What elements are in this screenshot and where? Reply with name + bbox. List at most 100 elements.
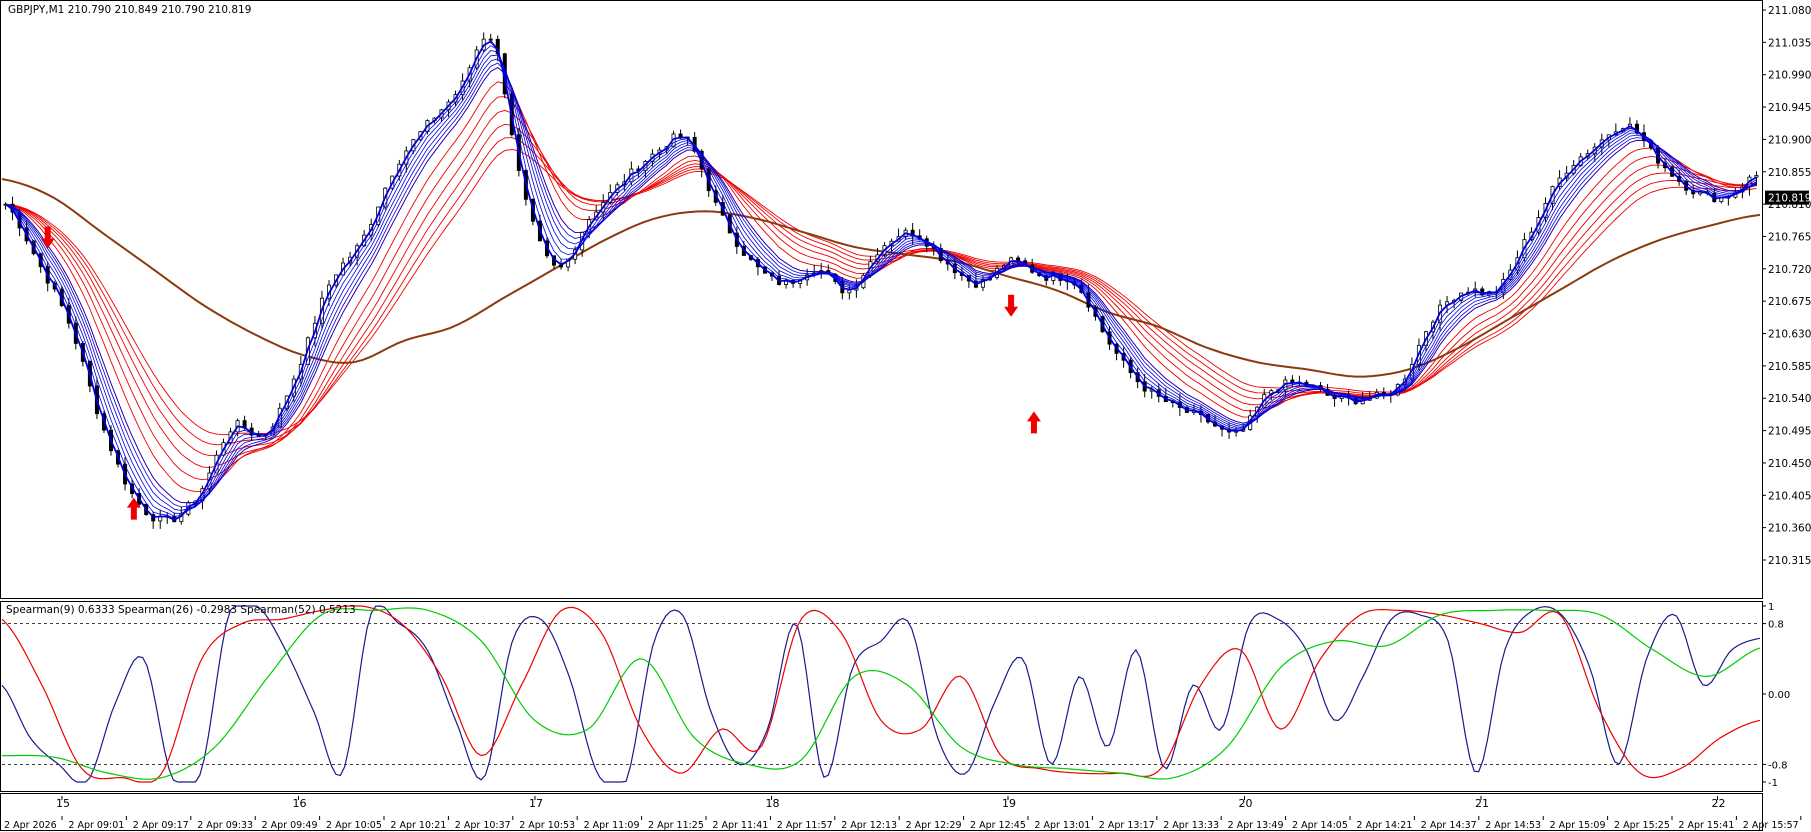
candle-body: [678, 133, 683, 138]
price-tick-label: 210.450: [1768, 458, 1811, 470]
price-panel-frame: [0, 0, 1763, 599]
signal-arrows: [40, 226, 1041, 520]
fast-ribbon-line: [4, 40, 1757, 521]
slow-ribbon-line: [5, 123, 1757, 457]
time-label: 2 Apr 14:21: [1356, 820, 1412, 831]
fast-ribbon-line: [5, 45, 1757, 519]
slow-ma-curve: [1, 178, 1761, 378]
slow-ribbon-line: [5, 137, 1757, 446]
spearman-line: [2, 607, 1761, 780]
price-tick-label: 210.720: [1768, 264, 1811, 276]
price-tick-label: 210.585: [1768, 361, 1811, 373]
time-label: 2 Apr 09:17: [133, 820, 189, 831]
candle-body: [1754, 175, 1759, 178]
price-tick-label: 210.990: [1768, 70, 1811, 82]
time-label: 2 Apr 10:37: [455, 820, 511, 831]
time-label: 2 Apr 12:29: [906, 820, 962, 831]
time-label: 2 Apr 11:41: [712, 820, 768, 831]
time-axis[interactable]: 15 16 17 18 19 20 21 22 2 Apr 2026 2 Apr 09:01 2 …: [0, 793, 1802, 832]
price-tick-label: 211.035: [1768, 37, 1811, 49]
slow-ribbon-line: [5, 96, 1757, 481]
time-label: 2 Apr 10:53: [519, 820, 575, 831]
current-price-label: 210.819: [1765, 190, 1811, 205]
candle-body: [488, 38, 493, 41]
indicator-tick-label: 0.00: [1768, 690, 1790, 701]
time-label: 2 Apr 13:49: [1228, 820, 1284, 831]
indicator-title: Spearman(9) 0.6333 Spearman(26) -0.2983 …: [6, 604, 356, 616]
time-label: 2 Apr 11:25: [648, 820, 704, 831]
time-label: 2 Apr 10:21: [390, 820, 446, 831]
slow-ma-ribbon: [5, 66, 1757, 504]
price-panel[interactable]: GBPJPY,M1 210.790 210.849 210.790 210.81…: [0, 0, 1763, 599]
indicator-tick-label: -1: [1768, 778, 1778, 789]
indicator-axis[interactable]: 1 0.8 0.00 -0.8 -1: [1762, 602, 1790, 789]
price-tick-label: 211.080: [1768, 5, 1811, 17]
price-tick-label: 210.495: [1768, 426, 1811, 438]
candlestick-series: [3, 32, 1759, 529]
slow-ribbon-line: [5, 81, 1757, 493]
time-label: 2 Apr 09:01: [68, 820, 124, 831]
time-label: 2 Apr 13:33: [1163, 820, 1219, 831]
price-tick-label: 210.405: [1768, 490, 1811, 502]
time-label: 2 Apr 11:09: [584, 820, 640, 831]
time-label: 2 Apr 13:17: [1099, 820, 1155, 831]
date-label: 17: [529, 797, 543, 810]
fast-ribbon-line: [5, 62, 1757, 508]
price-chart-title: GBPJPY,M1 210.790 210.849 210.790 210.81…: [8, 4, 251, 16]
spearman-line: [1, 605, 1761, 783]
arrow-up-icon: [126, 497, 141, 520]
arrow-up-icon: [1026, 411, 1041, 434]
price-axis[interactable]: 211.080 211.035 210.990 210.945 210.900 210.8…: [1762, 5, 1811, 567]
time-label: 2 Apr 14:37: [1421, 820, 1477, 831]
price-tick-label: 210.315: [1768, 555, 1811, 567]
time-label: 2 Apr 15:09: [1550, 820, 1606, 831]
current-price-box: [1765, 190, 1809, 205]
price-tick-label: 210.540: [1768, 393, 1811, 405]
spearman-series: [1, 605, 1761, 783]
date-label: 19: [1002, 797, 1016, 810]
indicator-tick-label: -0.8: [1768, 760, 1788, 771]
fast-ribbon-line: [5, 54, 1757, 514]
time-label: 2 Apr 15:25: [1614, 820, 1670, 831]
price-tick-label: 210.900: [1768, 134, 1811, 146]
candle-body: [980, 279, 985, 288]
price-tick-label: 210.765: [1768, 231, 1811, 243]
indicator-panel-frame: [0, 601, 1763, 792]
candle-body: [559, 264, 564, 268]
time-axis-frame: [0, 793, 1763, 831]
date-label: 15: [56, 797, 70, 810]
fast-ribbon-line: [5, 67, 1757, 504]
price-tick-label: 210.945: [1768, 102, 1811, 114]
price-tick-label: 210.675: [1768, 296, 1811, 308]
time-label: 2 Apr 15:57: [1743, 820, 1799, 831]
time-label: 2 Apr 2026: [4, 820, 57, 831]
price-tick-label: 210.360: [1768, 523, 1811, 535]
fast-ribbon-line: [5, 50, 1757, 517]
date-label: 20: [1239, 797, 1253, 810]
spearman-line: [1, 605, 1761, 783]
time-label: 2 Apr 12:45: [970, 820, 1026, 831]
slow-ma-line: [1, 178, 1761, 378]
time-label: 2 Apr 12:13: [841, 820, 897, 831]
time-label: 2 Apr 14:53: [1485, 820, 1541, 831]
indicator-panel[interactable]: Spearman(9) 0.6333 Spearman(26) -0.2983 …: [0, 601, 1763, 792]
time-label: 2 Apr 15:41: [1678, 820, 1734, 831]
indicator-tick-label: 0.8: [1768, 620, 1784, 631]
date-label: 22: [1712, 797, 1726, 810]
date-labels: 15 16 17 18 19 20 21 22: [56, 796, 1726, 810]
candle-body: [847, 289, 852, 294]
arrow-down-icon: [40, 226, 55, 249]
date-label: 21: [1475, 797, 1489, 810]
fast-ma-ribbon: [4, 40, 1757, 521]
price-tick-label: 210.855: [1768, 167, 1811, 179]
indicator-levels: [2, 623, 1760, 765]
price-tick-label: 210.630: [1768, 329, 1811, 341]
time-label: 2 Apr 13:01: [1034, 820, 1090, 831]
time-label: 2 Apr 11:57: [777, 820, 833, 831]
time-label: 2 Apr 09:49: [262, 820, 318, 831]
slow-ribbon-line: [5, 109, 1757, 469]
slow-ribbon-line: [5, 66, 1757, 504]
time-label: 2 Apr 10:05: [326, 820, 382, 831]
fast-ribbon-line: [5, 58, 1757, 512]
